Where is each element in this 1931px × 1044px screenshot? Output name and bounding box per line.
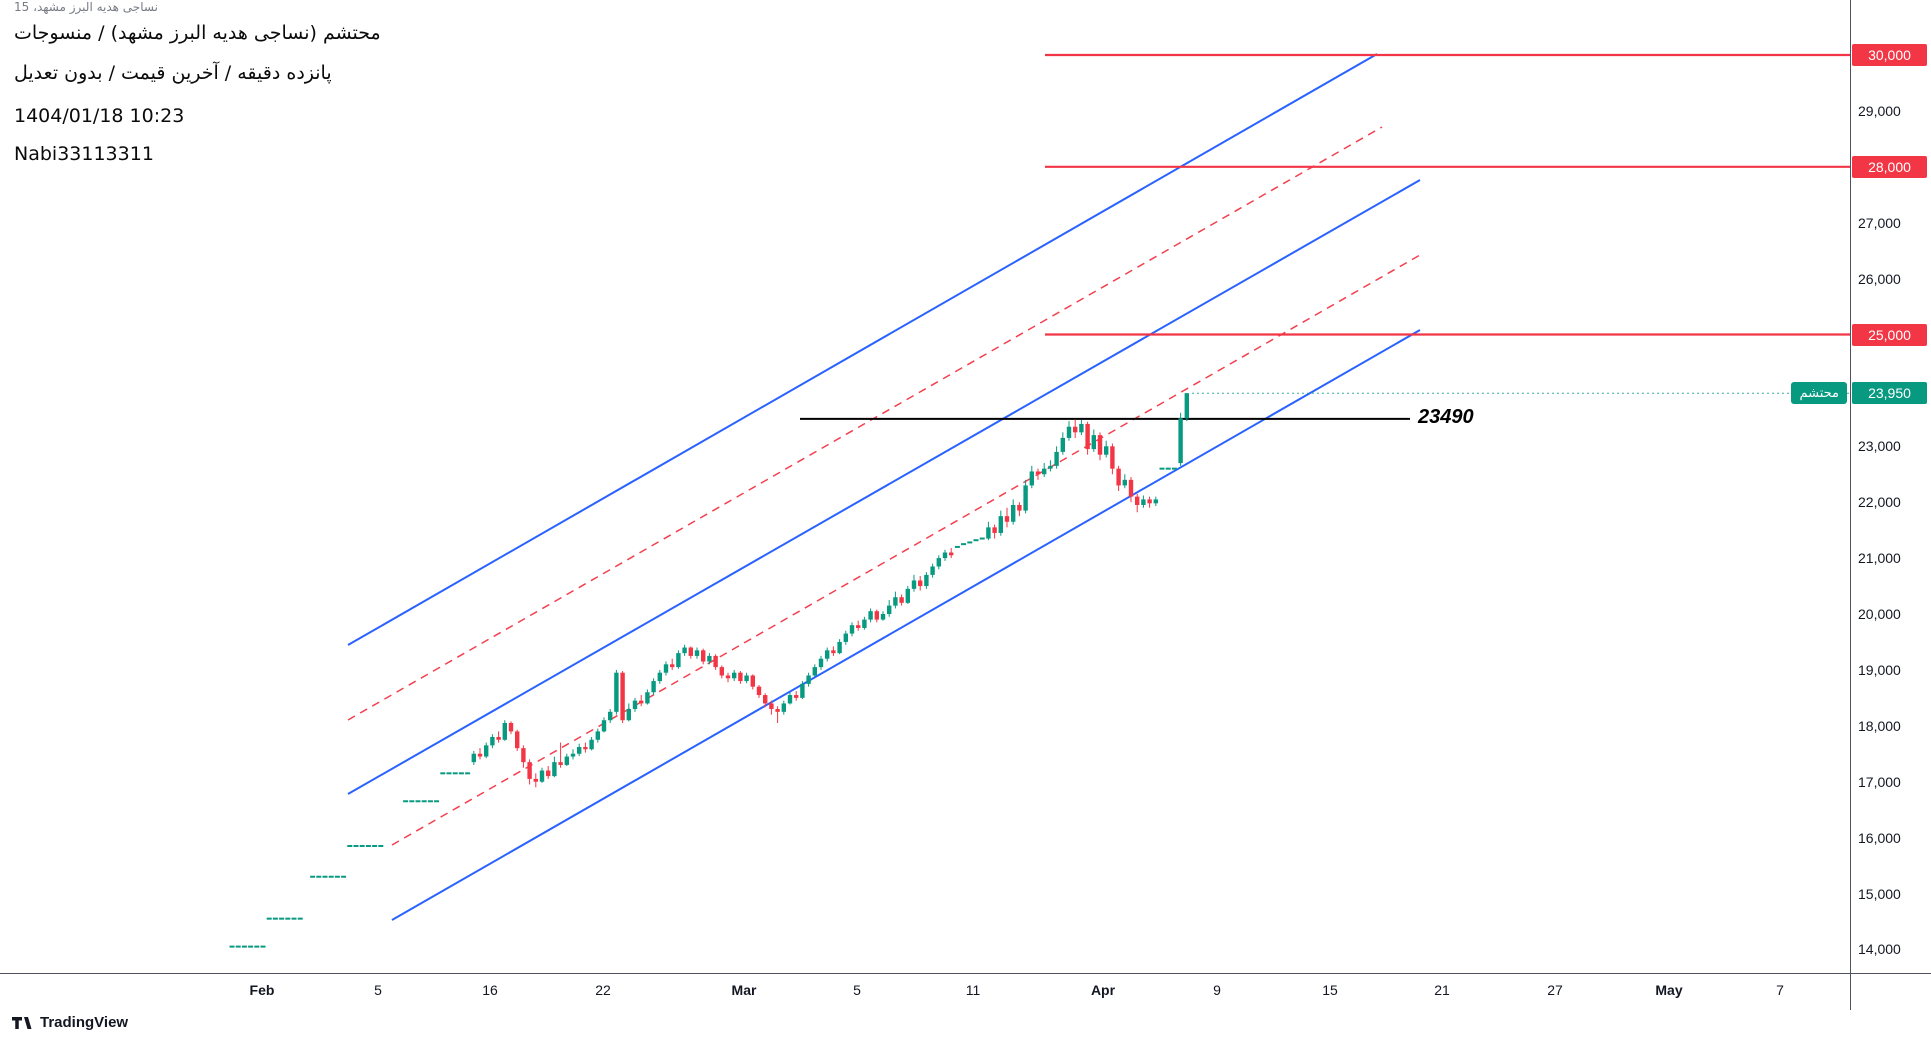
price-level-tag: 30,000	[1852, 44, 1927, 66]
resistance-lines[interactable]	[1045, 53, 1850, 336]
time-tick: 27	[1547, 982, 1563, 998]
price-tick: 15,000	[1858, 885, 1901, 902]
time-tick: Apr	[1090, 982, 1116, 998]
time-tick: Mar	[731, 982, 757, 998]
time-tick: 15	[1322, 982, 1338, 998]
time-axis[interactable]: Feb 5 16 22 Mar 5 11 Apr 9 15 21 27 May 7	[0, 974, 1931, 1008]
annotation-symbol-line: محتشم (نساجی هدیه البرز مشهد) / منسوجات	[14, 22, 381, 44]
price-tick: 26,000	[1858, 270, 1901, 287]
channel-lines[interactable]	[347, 53, 1421, 921]
tradingview-icon	[12, 1016, 32, 1029]
annotation-datetime-line: 1404/01/18 10:23	[14, 105, 185, 127]
time-tick: May	[1655, 982, 1683, 998]
price-tick: 17,000	[1858, 773, 1901, 790]
price-tick: 27,000	[1858, 214, 1901, 231]
price-tick: 14,000	[1858, 941, 1901, 958]
time-tick: 5	[374, 982, 382, 998]
time-tick: 7	[1776, 982, 1784, 998]
tradingview-wordmark: TradingView	[40, 1014, 129, 1031]
tradingview-logo[interactable]: TradingView	[12, 1014, 128, 1031]
price-tick: 19,000	[1858, 661, 1901, 678]
time-tick: 11	[965, 982, 981, 998]
last-price-tag: 23,950	[1852, 382, 1927, 405]
annotation-username-line: Nabi33113311	[14, 143, 154, 165]
symbol-price-badge: محتشم	[1791, 382, 1847, 405]
price-axis-border	[1850, 0, 1851, 1010]
price-tick: 29,000	[1858, 102, 1901, 119]
price-tick: 18,000	[1858, 717, 1901, 734]
price-level-tag: 25,000	[1852, 323, 1927, 346]
price-level-tag: 28,000	[1852, 155, 1927, 178]
price-tick: 23,000	[1858, 438, 1901, 455]
level-23490-label[interactable]: 23490	[1418, 405, 1474, 428]
price-tick: 22,000	[1858, 494, 1901, 511]
time-tick: 9	[1213, 982, 1221, 998]
time-tick: 22	[595, 982, 611, 998]
time-tick: 5	[853, 982, 861, 998]
time-tick: 21	[1434, 982, 1450, 998]
price-tick: 20,000	[1858, 606, 1901, 622]
time-tick: Feb	[249, 982, 275, 998]
price-axis[interactable]: 29,000 27,000 26,000 23,000 22,000 21,000 20,0…	[1851, 0, 1931, 973]
annotation-interval-line: پانزده دقیقه / آخرین قیمت / بدون تعدیل	[14, 62, 332, 84]
time-axis-border	[0, 973, 1931, 974]
price-tick: 21,000	[1858, 550, 1901, 567]
time-tick: 16	[482, 982, 498, 998]
price-tick: 16,000	[1858, 829, 1901, 846]
candlestick-series[interactable]	[229, 393, 1190, 948]
chart-legend[interactable]: نساجی هدیه البرز مشهد، 15	[14, 0, 158, 14]
